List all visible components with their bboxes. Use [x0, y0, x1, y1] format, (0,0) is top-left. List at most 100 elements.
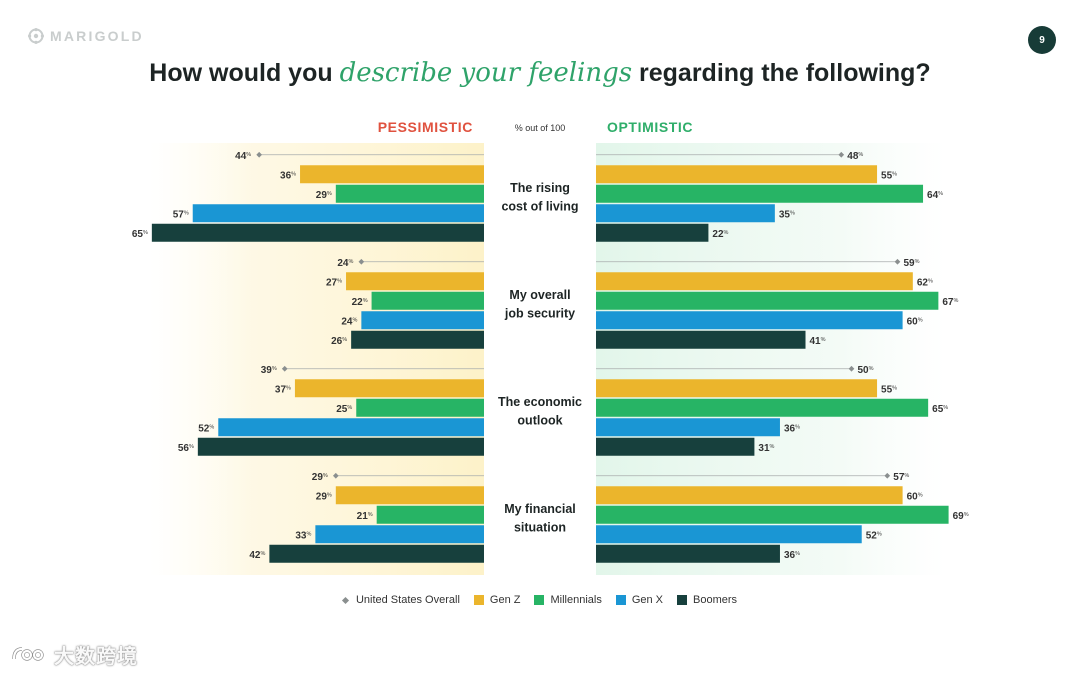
- value-label-pessimistic: 36%: [280, 170, 296, 181]
- bar-optimistic-millennials: [596, 184, 924, 203]
- value-label-optimistic: 36%: [784, 550, 800, 561]
- bar-pessimistic-millennials: [376, 505, 484, 524]
- value-label-optimistic: 62%: [917, 277, 933, 288]
- value-label-optimistic: 60%: [907, 491, 923, 502]
- overall-marker-pessimistic: [358, 258, 365, 265]
- category-label: My overall job security: [504, 288, 575, 321]
- diverging-bar-chart: PESSIMISTIC % out of 100 OPTIMISTIC The …: [132, 119, 969, 575]
- unit-label: % out of 100: [515, 123, 566, 133]
- category-label: My financial situation: [504, 502, 576, 535]
- legend-swatch: [473, 595, 484, 605]
- chart-legend: United States Overall Gen Z Millennials …: [0, 594, 1080, 606]
- value-label-optimistic: 67%: [942, 297, 958, 308]
- value-label-pessimistic: 33%: [295, 530, 311, 541]
- value-label-pessimistic: 56%: [178, 443, 194, 454]
- brand-name: MARIGOLD: [50, 28, 144, 44]
- value-label-pessimistic: 29%: [316, 190, 332, 201]
- diamond-marker-icon: [341, 596, 349, 604]
- value-label-pessimistic: 21%: [357, 511, 373, 522]
- bar-optimistic-boomers: [596, 544, 780, 563]
- value-label-pessimistic: 27%: [326, 277, 342, 288]
- title-after: regarding the following?: [632, 59, 931, 87]
- bar-pessimistic-millennials: [335, 184, 484, 203]
- value-label-optimistic: 36%: [784, 423, 800, 434]
- value-label-optimistic: 65%: [932, 404, 948, 415]
- overall-marker-pessimistic: [256, 151, 262, 158]
- watermark-logo-icon: [12, 646, 44, 661]
- bar-optimistic-gen-z: [596, 272, 913, 291]
- legend-item-gen-x: Gen X: [615, 594, 664, 606]
- bar-pessimistic-millennials: [356, 398, 484, 417]
- bar-pessimistic-boomers: [269, 544, 484, 563]
- legend-item-millennials: Millennials: [534, 594, 602, 606]
- bar-optimistic-boomers: [596, 437, 755, 456]
- value-label-pessimistic: 42%: [249, 550, 265, 561]
- bar-optimistic-gen-z: [596, 486, 903, 505]
- value-label-pessimistic: 52%: [198, 423, 214, 434]
- bar-pessimistic-boomers: [351, 330, 484, 349]
- value-label-optimistic: 69%: [953, 511, 969, 522]
- value-label-pessimistic: 26%: [331, 336, 347, 347]
- bar-optimistic-gen-x: [596, 418, 780, 437]
- value-label-optimistic: 48%: [847, 151, 863, 162]
- brand-logo: MARIGOLD: [28, 28, 144, 44]
- bar-optimistic-boomers: [596, 223, 709, 242]
- bar-pessimistic-boomers: [151, 223, 484, 242]
- legend-item-gen-z: Gen Z: [473, 594, 521, 606]
- title-before: How would you: [149, 59, 340, 87]
- value-label-pessimistic: 24%: [337, 258, 353, 269]
- watermark-text: 大数跨境: [54, 646, 138, 668]
- value-label-pessimistic: 22%: [352, 297, 368, 308]
- bar-optimistic-gen-x: [596, 525, 862, 544]
- legend-label: Boomers: [693, 594, 738, 606]
- value-label-pessimistic: 25%: [336, 404, 352, 415]
- bar-pessimistic-millennials: [371, 291, 484, 310]
- value-label-pessimistic: 44%: [235, 151, 251, 162]
- bar-optimistic-gen-z: [596, 165, 878, 184]
- value-label-optimistic: 57%: [893, 472, 909, 483]
- category-label: The economic outlook: [498, 395, 582, 428]
- bar-optimistic-millennials: [596, 398, 929, 417]
- value-label-optimistic: 22%: [712, 229, 728, 240]
- page-title: How would you describe your feelings reg…: [0, 58, 1080, 88]
- bar-pessimistic-gen-x: [218, 418, 484, 437]
- value-label-optimistic: 64%: [927, 190, 943, 201]
- watermark: 大数跨境: [10, 640, 138, 669]
- overall-marker-pessimistic: [332, 472, 339, 479]
- bar-pessimistic-gen-z: [335, 486, 484, 505]
- value-label-pessimistic: 24%: [341, 316, 357, 327]
- value-label-pessimistic: 65%: [132, 229, 148, 240]
- title-accent: describe your feelings: [339, 58, 633, 88]
- overall-marker-optimistic: [838, 151, 845, 158]
- value-label-optimistic: 50%: [858, 365, 874, 376]
- legend-label: Millennials: [550, 594, 602, 606]
- category-label: The rising cost of living: [501, 181, 578, 214]
- bar-pessimistic-gen-x: [361, 311, 484, 330]
- legend-label: United States Overall: [355, 594, 460, 606]
- value-label-optimistic: 60%: [907, 316, 923, 327]
- bar-optimistic-gen-x: [596, 204, 775, 223]
- legend-item-us-overall: United States Overall: [341, 594, 460, 606]
- value-label-optimistic: 41%: [810, 336, 826, 347]
- chart-marks: The rising cost of living 44% 48% 36% 55% 29% 6…: [132, 151, 969, 563]
- value-label-pessimistic: 37%: [275, 384, 291, 395]
- bar-pessimistic-gen-z: [300, 165, 484, 184]
- legend-swatch: [615, 595, 626, 605]
- pessimistic-header: PESSIMISTIC: [378, 119, 473, 135]
- value-label-pessimistic: 57%: [173, 209, 189, 220]
- page-number-badge: 9: [1028, 26, 1056, 54]
- bar-pessimistic-gen-x: [192, 204, 485, 223]
- flower-icon: [28, 28, 44, 44]
- legend-label: Gen Z: [489, 594, 521, 606]
- value-label-optimistic: 52%: [866, 530, 882, 541]
- bar-pessimistic-gen-z: [346, 272, 484, 291]
- value-label-pessimistic: 29%: [316, 491, 332, 502]
- legend-label: Gen X: [631, 594, 664, 606]
- bar-optimistic-boomers: [596, 330, 806, 349]
- legend-item-boomers: Boomers: [677, 594, 737, 606]
- value-label-optimistic: 55%: [881, 170, 897, 181]
- overall-marker-optimistic: [894, 258, 901, 265]
- value-label-pessimistic: 29%: [312, 472, 328, 483]
- overall-marker-optimistic: [884, 472, 891, 479]
- bar-optimistic-millennials: [596, 505, 949, 524]
